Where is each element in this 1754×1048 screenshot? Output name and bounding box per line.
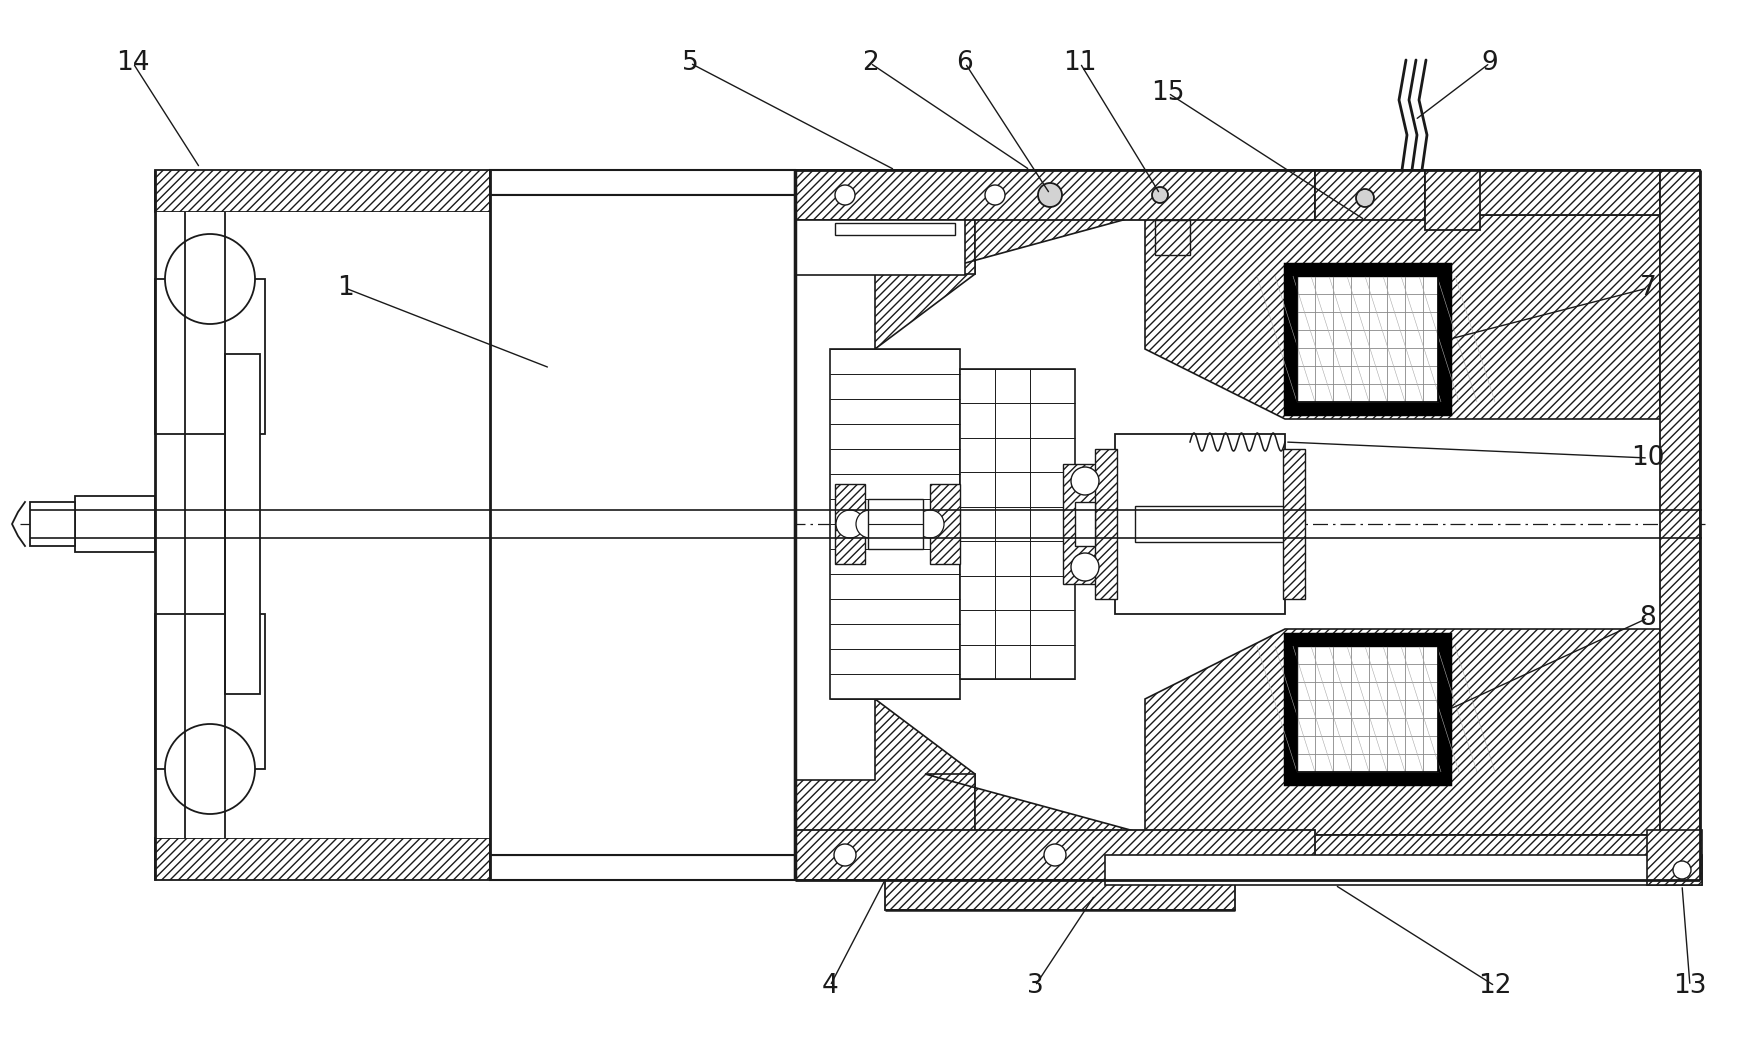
Circle shape [165,724,254,814]
Circle shape [835,185,854,205]
Polygon shape [1145,215,1659,419]
Bar [795,170,1659,215]
Polygon shape [924,774,1145,835]
Text: 8: 8 [1640,605,1656,631]
Bar [795,830,1316,880]
Bar [1075,502,1094,546]
Bar [154,838,489,880]
Polygon shape [795,215,975,349]
Text: 13: 13 [1673,973,1707,999]
Bar [1296,646,1438,772]
Circle shape [1152,187,1168,203]
Circle shape [896,510,924,538]
Bar [489,170,795,195]
Bar [1296,276,1438,402]
Circle shape [986,185,1005,205]
Bar [1659,170,1700,880]
Circle shape [1356,189,1373,208]
Bar [75,496,154,552]
Bar [830,349,959,699]
Circle shape [1044,844,1066,866]
Circle shape [165,234,254,324]
Bar [154,614,265,769]
Bar [1286,634,1451,784]
Bar [1286,264,1451,414]
Text: 4: 4 [821,973,838,999]
Bar [886,880,1235,910]
Circle shape [1072,553,1100,581]
Polygon shape [795,699,975,835]
Bar [930,484,959,564]
Text: 9: 9 [1482,50,1498,77]
Circle shape [1038,183,1061,208]
Circle shape [856,510,884,538]
Bar [1116,434,1286,614]
Bar [795,835,1659,880]
Bar [154,212,489,838]
Circle shape [1072,467,1100,495]
Text: 3: 3 [1026,973,1044,999]
Text: 6: 6 [956,50,973,77]
Bar [1135,506,1286,542]
Bar [489,195,795,855]
Bar [1424,170,1480,230]
Bar [1094,449,1117,599]
Text: 10: 10 [1631,445,1665,471]
Bar [1296,276,1438,402]
Text: 2: 2 [861,50,879,77]
Bar [1296,646,1438,772]
Bar [1105,855,1701,885]
Bar [1316,170,1424,220]
Circle shape [916,510,944,538]
Polygon shape [924,214,1145,274]
Bar [795,170,1316,220]
Text: 7: 7 [1640,275,1656,301]
Bar [1282,449,1305,599]
Bar [225,354,260,694]
Bar [868,499,923,549]
Bar [154,170,489,212]
Circle shape [837,510,865,538]
Text: 14: 14 [116,50,149,77]
Bar [1647,830,1701,885]
Text: 11: 11 [1063,50,1096,77]
Bar [835,223,954,235]
Text: 5: 5 [682,50,698,77]
Circle shape [875,510,903,538]
Polygon shape [1145,629,1659,835]
Text: 1: 1 [337,275,353,301]
Bar [959,369,1075,679]
Text: 15: 15 [1151,80,1184,106]
Bar [489,855,795,880]
Text: 12: 12 [1479,973,1512,999]
Bar [835,484,865,564]
Bar [795,220,965,275]
Bar [1063,464,1107,584]
Bar [154,279,265,434]
Bar [1154,220,1189,255]
Circle shape [833,844,856,866]
Bar [30,502,75,546]
Circle shape [1673,861,1691,879]
